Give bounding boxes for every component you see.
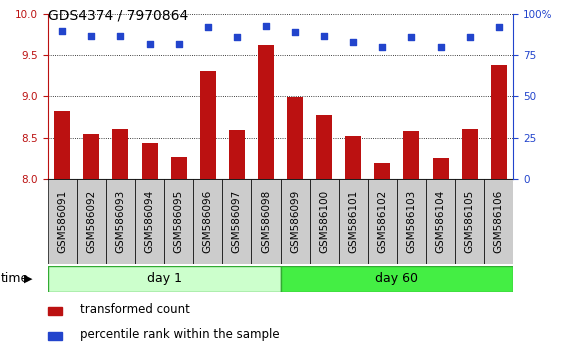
Bar — [222, 179, 251, 264]
Point — [407, 34, 416, 40]
Text: GSM586104: GSM586104 — [435, 190, 445, 253]
Text: day 60: day 60 — [375, 272, 419, 285]
Bar — [54, 111, 70, 179]
Text: day 1: day 1 — [146, 272, 182, 285]
Text: GDS4374 / 7970864: GDS4374 / 7970864 — [48, 9, 188, 23]
Text: ▶: ▶ — [24, 274, 32, 284]
Text: GSM586096: GSM586096 — [203, 190, 213, 253]
Point — [349, 39, 358, 45]
Text: GSM586095: GSM586095 — [174, 190, 183, 253]
Text: GSM586101: GSM586101 — [348, 190, 358, 253]
Text: GSM586102: GSM586102 — [378, 190, 387, 253]
Bar — [484, 179, 513, 264]
Point — [320, 33, 329, 38]
Bar — [48, 307, 62, 315]
Text: GSM586098: GSM586098 — [261, 190, 271, 253]
Text: percentile rank within the sample: percentile rank within the sample — [80, 328, 280, 341]
Text: GSM586100: GSM586100 — [319, 190, 329, 253]
Bar — [164, 179, 193, 264]
Point — [58, 28, 67, 33]
Bar — [280, 266, 513, 292]
Bar — [106, 179, 135, 264]
Point — [494, 24, 503, 30]
Bar — [433, 158, 449, 179]
Bar — [229, 130, 245, 179]
Point — [378, 44, 387, 50]
Point — [174, 41, 183, 47]
Text: GSM586094: GSM586094 — [145, 190, 154, 253]
Bar — [310, 179, 339, 264]
Bar — [280, 179, 310, 264]
Bar — [426, 179, 455, 264]
Bar — [455, 179, 484, 264]
Bar — [77, 179, 106, 264]
Text: GSM586092: GSM586092 — [86, 190, 96, 253]
Text: GSM586097: GSM586097 — [232, 190, 242, 253]
Bar — [193, 179, 222, 264]
Point — [116, 33, 125, 38]
Bar — [403, 131, 420, 179]
Point — [145, 41, 154, 47]
Bar — [316, 115, 332, 179]
Bar — [171, 156, 187, 179]
Bar — [339, 179, 368, 264]
Point — [203, 24, 212, 30]
Text: GSM586093: GSM586093 — [116, 190, 126, 253]
Bar — [462, 130, 477, 179]
Text: time: time — [1, 272, 29, 285]
Bar — [345, 136, 361, 179]
Point — [436, 44, 445, 50]
Bar — [112, 130, 128, 179]
Text: GSM586099: GSM586099 — [290, 190, 300, 253]
Bar — [48, 266, 280, 292]
Bar — [374, 163, 390, 179]
Bar — [258, 45, 274, 179]
Bar — [141, 143, 158, 179]
Bar — [48, 179, 77, 264]
Text: GSM586091: GSM586091 — [57, 190, 67, 253]
Point — [465, 34, 474, 40]
Bar — [135, 179, 164, 264]
Bar — [397, 179, 426, 264]
Bar — [287, 97, 303, 179]
Point — [232, 34, 241, 40]
Bar — [251, 179, 280, 264]
Text: transformed count: transformed count — [80, 303, 190, 316]
Point — [261, 23, 270, 29]
Bar — [48, 332, 62, 340]
Bar — [368, 179, 397, 264]
Point — [291, 29, 300, 35]
Bar — [84, 134, 99, 179]
Text: GSM586105: GSM586105 — [465, 190, 475, 253]
Bar — [200, 71, 216, 179]
Text: GSM586106: GSM586106 — [494, 190, 504, 253]
Text: GSM586103: GSM586103 — [407, 190, 416, 253]
Point — [87, 33, 96, 38]
Bar — [491, 65, 507, 179]
